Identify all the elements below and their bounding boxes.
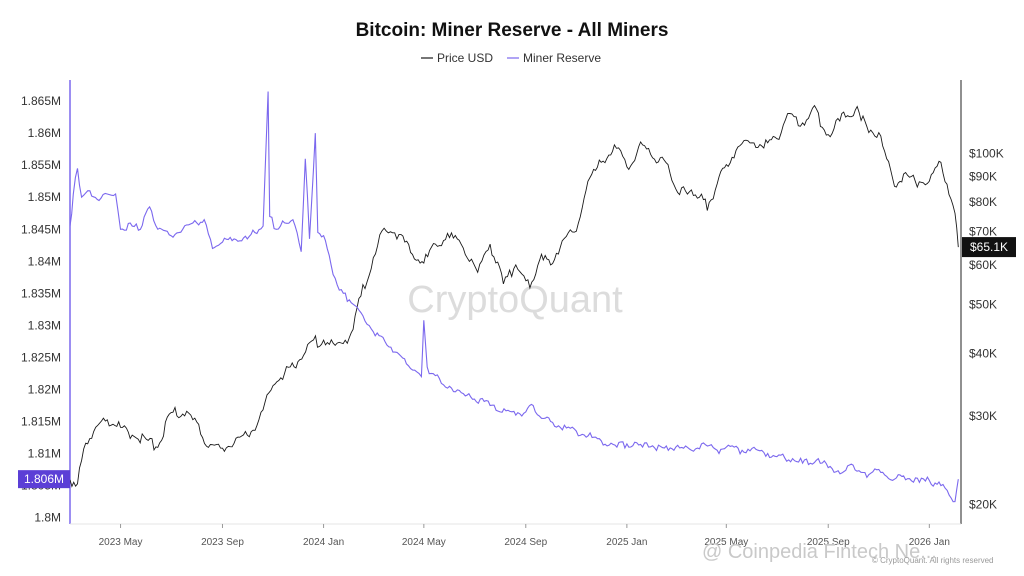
- x-tick-label: 2024 Sep: [504, 537, 547, 548]
- left-tick-label: 1.825M: [21, 350, 61, 364]
- x-tick-label: 2023 May: [99, 537, 143, 548]
- copyright-text: © CryptoQuant. All rights reserved: [872, 556, 994, 565]
- left-tick-label: 1.84M: [28, 254, 61, 268]
- left-tick-label: 1.81M: [28, 447, 61, 461]
- left-tick-label: 1.86M: [28, 126, 61, 140]
- right-tick-label: $60K: [969, 258, 997, 272]
- right-tick-label: $30K: [969, 409, 997, 423]
- left-tick-label: 1.855M: [21, 158, 61, 172]
- left-tick-label: 1.865M: [21, 94, 61, 108]
- left-tick-label: 1.835M: [21, 286, 61, 300]
- x-tick-label: 2025 Sep: [807, 537, 850, 548]
- price-badge-label: $65.1K: [970, 240, 1008, 254]
- legend-reserve-label[interactable]: Miner Reserve: [523, 51, 601, 65]
- chart-title: Bitcoin: Miner Reserve - All Miners: [356, 20, 669, 41]
- x-tick-label: 2023 Sep: [201, 537, 244, 548]
- left-tick-label: 1.8M: [34, 511, 61, 525]
- right-tick-label: $70K: [969, 224, 997, 238]
- reserve-badge-label: 1.806M: [24, 472, 64, 486]
- price-usd-line: [69, 104, 959, 488]
- left-tick-label: 1.845M: [21, 222, 61, 236]
- watermark-text: CryptoQuant: [407, 279, 623, 321]
- miner-reserve-line: [69, 91, 959, 503]
- left-tick-label: 1.82M: [28, 382, 61, 396]
- left-tick-label: 1.85M: [28, 190, 61, 204]
- reserve-badge-bg: [18, 470, 70, 489]
- x-tick-label: 2024 Jan: [303, 537, 344, 548]
- right-axis-ticks: $20K $30K $40K $50K $60K $70K $80K $90K $100K: [969, 146, 1004, 511]
- right-tick-label: $100K: [969, 146, 1004, 160]
- right-tick-label: $50K: [969, 298, 997, 312]
- left-tick-label: 1.815M: [21, 414, 61, 428]
- legend-price-label[interactable]: Price USD: [437, 51, 493, 65]
- x-tick-label: 2025 May: [704, 537, 748, 548]
- x-tick-label: 2024 May: [402, 537, 446, 548]
- left-axis-ticks: 1.8M1.805M1.81M1.815M1.82M1.825M1.83M1.8…: [21, 94, 61, 524]
- chart-legend[interactable]: Price USD Miner Reserve: [421, 51, 601, 65]
- x-tick-label: 2025 Jan: [606, 537, 647, 548]
- left-tick-label: 1.83M: [28, 318, 61, 332]
- x-tick-label: 2026 Jan: [909, 537, 950, 548]
- right-tick-label: $20K: [969, 498, 997, 512]
- series-layer: [69, 91, 959, 503]
- price-badge-bg: [962, 237, 1016, 258]
- right-tick-label: $90K: [969, 169, 997, 183]
- right-tick-label: $80K: [969, 195, 997, 209]
- coinpedia-overlay-watermark: @ Coinpedia Fintech Ne...: [702, 541, 937, 563]
- x-axis-ticks: 2023 May 2023 Sep 2024 Jan 2024 May 2024 Sep…: [99, 524, 950, 548]
- price-current-badge: $65.1K: [962, 237, 1016, 258]
- right-tick-label: $40K: [969, 346, 997, 360]
- reserve-current-badge: 1.806M: [18, 470, 70, 489]
